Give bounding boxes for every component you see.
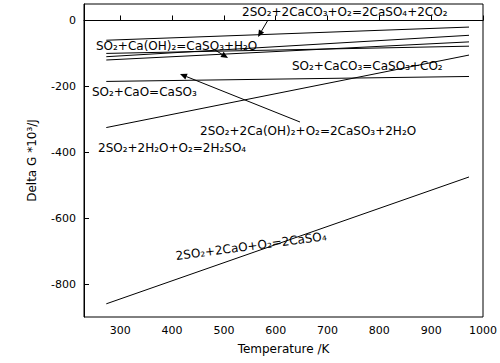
svg-text:SO₂+CaO=CaSO₃: SO₂+CaO=CaSO₃ <box>92 85 197 99</box>
svg-text:600: 600 <box>265 324 286 337</box>
svg-text:Temperature /K: Temperature /K <box>237 342 331 356</box>
svg-text:-600: -600 <box>51 212 76 225</box>
svg-text:-200: -200 <box>51 80 76 93</box>
svg-text:-800: -800 <box>51 278 76 291</box>
svg-text:300: 300 <box>110 324 131 337</box>
svg-text:900: 900 <box>421 324 442 337</box>
svg-text:Delta G *10³/J: Delta G *10³/J <box>25 119 39 202</box>
svg-text:SO₂+CaCO₃=CaSO₃+CO₂: SO₂+CaCO₃=CaSO₃+CO₂ <box>292 59 443 73</box>
svg-text:SO₂+Ca(OH)₂=CaSO₃+H₂O: SO₂+Ca(OH)₂=CaSO₃+H₂O <box>96 39 258 53</box>
svg-text:2SO₂+2CaCO₃+O₂=2CaSO₄+2CO₂: 2SO₂+2CaCO₃+O₂=2CaSO₄+2CO₂ <box>242 5 448 19</box>
svg-text:2SO₂+2CaO+O₂=2CaSO₄: 2SO₂+2CaO+O₂=2CaSO₄ <box>174 229 328 263</box>
svg-text:400: 400 <box>162 324 183 337</box>
svg-text:0: 0 <box>69 14 76 27</box>
svg-text:1000: 1000 <box>469 324 497 337</box>
svg-text:800: 800 <box>369 324 390 337</box>
svg-text:-400: -400 <box>51 146 76 159</box>
svg-text:2SO₂+2H₂O+O₂=2H₂SO₄: 2SO₂+2H₂O+O₂=2H₂SO₄ <box>98 141 246 155</box>
svg-text:700: 700 <box>317 324 338 337</box>
svg-text:2SO₂+2Ca(OH)₂+O₂=2CaSO₃+2H₂O: 2SO₂+2Ca(OH)₂+O₂=2CaSO₃+2H₂O <box>200 124 416 138</box>
svg-text:500: 500 <box>213 324 234 337</box>
